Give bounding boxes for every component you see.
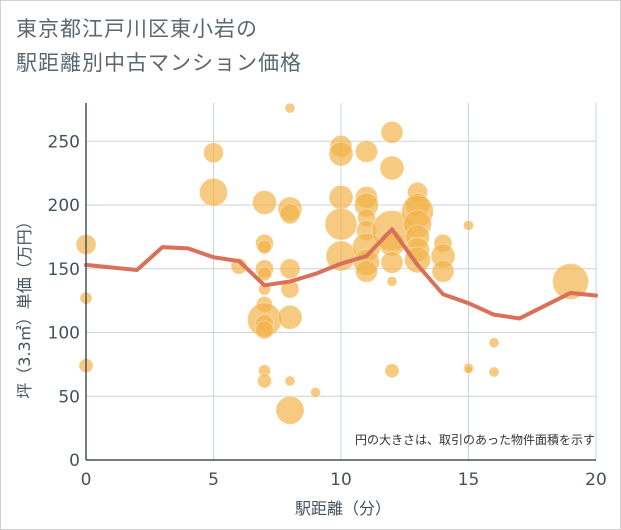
y-tick-label: 200 bbox=[48, 196, 80, 216]
data-point bbox=[199, 177, 228, 207]
y-tick-label: 50 bbox=[58, 387, 80, 407]
data-point bbox=[386, 276, 398, 287]
data-point bbox=[203, 142, 224, 164]
data-point bbox=[257, 373, 272, 389]
data-point bbox=[252, 189, 277, 215]
data-point bbox=[257, 239, 272, 255]
x-axis-label: 駅距離（分） bbox=[295, 499, 391, 518]
bubble-layer bbox=[75, 102, 589, 425]
data-point bbox=[284, 102, 296, 114]
x-tick-label: 20 bbox=[585, 470, 607, 490]
y-tick-label: 0 bbox=[69, 451, 80, 471]
trend-line-layer bbox=[84, 227, 598, 321]
trend-line bbox=[84, 227, 598, 321]
data-point bbox=[328, 184, 354, 210]
data-point bbox=[277, 304, 303, 330]
y-tick-label: 100 bbox=[48, 324, 80, 344]
data-point bbox=[275, 395, 305, 425]
data-point bbox=[324, 207, 358, 241]
data-point bbox=[380, 120, 404, 144]
data-point bbox=[552, 263, 589, 300]
chart-title-line2: 駅距離別中古マンション価格 bbox=[16, 51, 302, 75]
x-tick-label: 0 bbox=[81, 470, 92, 490]
data-point bbox=[279, 258, 301, 280]
data-point bbox=[384, 363, 400, 379]
x-tick-label: 15 bbox=[458, 470, 480, 490]
size-note: 円の大きさは、取引のあった物件面積を示す bbox=[355, 432, 595, 447]
data-point bbox=[431, 259, 455, 283]
chart-title-line1: 東京都江戸川区東小岩の bbox=[16, 17, 258, 41]
x-tick-label: 10 bbox=[330, 470, 352, 490]
data-point bbox=[255, 320, 274, 340]
data-point bbox=[380, 250, 404, 274]
data-point bbox=[328, 141, 354, 167]
y-tick-label: 250 bbox=[48, 132, 80, 152]
data-point bbox=[310, 386, 321, 398]
data-point bbox=[488, 366, 500, 378]
y-axis-label: 坪（3.3㎡）単価（万円） bbox=[15, 213, 34, 398]
data-point bbox=[279, 203, 301, 225]
data-point bbox=[355, 259, 378, 283]
data-point bbox=[284, 375, 296, 387]
data-point bbox=[355, 139, 378, 163]
chart-title: 東京都江戸川区東小岩の 駅距離別中古マンション価格 bbox=[16, 12, 302, 80]
data-point bbox=[488, 337, 500, 349]
x-tick-label: 5 bbox=[208, 470, 219, 490]
data-point bbox=[379, 155, 405, 181]
data-point bbox=[257, 266, 272, 282]
axes: 0 50 100 150 200 250 0 5 10 15 20 bbox=[48, 103, 607, 490]
y-tick-label: 150 bbox=[48, 260, 80, 280]
data-point bbox=[463, 219, 474, 231]
data-point bbox=[464, 364, 473, 374]
